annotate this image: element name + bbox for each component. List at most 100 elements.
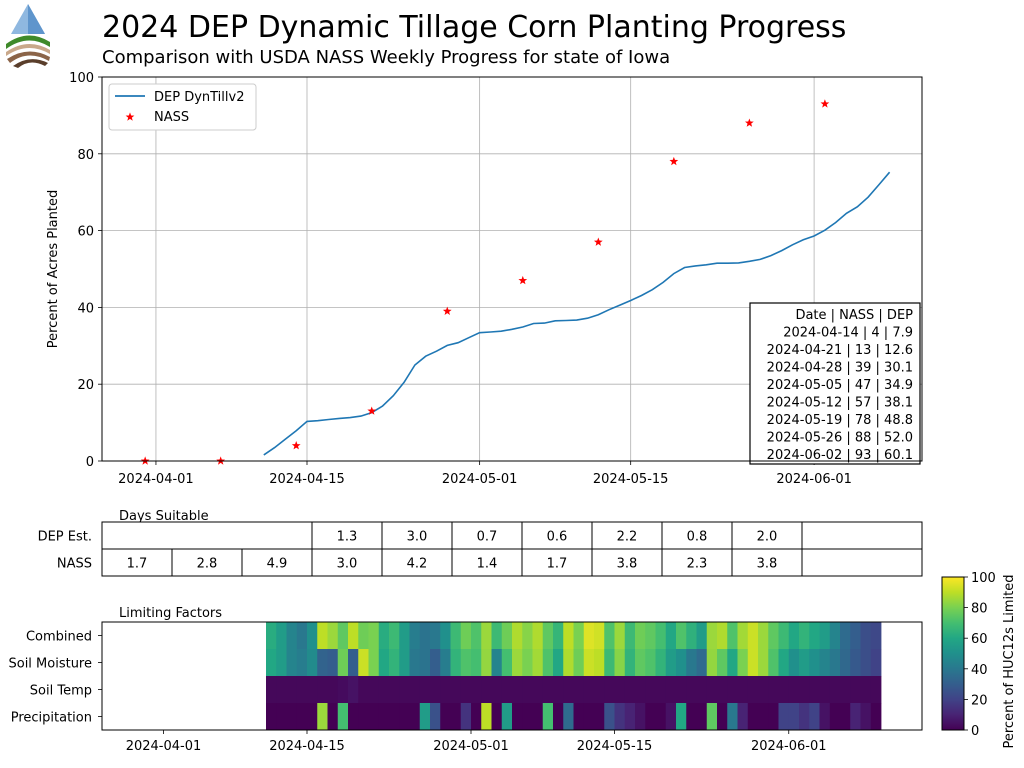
heatmap-cell — [696, 703, 708, 731]
heatmap-cell — [788, 676, 800, 704]
heatmap-cell — [686, 676, 697, 704]
comparison-table-row: 2024-05-05 | 47 | 34.9 — [767, 378, 913, 393]
heatmap-cell — [409, 622, 421, 650]
nass-point — [820, 99, 830, 108]
heatmap-cell — [522, 649, 533, 677]
series-line-dep — [263, 171, 891, 456]
heatmap-cell — [286, 676, 298, 704]
heatmap-cell — [307, 703, 318, 731]
nass-point — [518, 275, 528, 285]
heatmap-cell — [266, 676, 277, 704]
heatmap-cell — [778, 676, 790, 704]
heatmap-cell — [676, 676, 687, 704]
heatmap-cell — [286, 622, 298, 650]
days-suitable-cell: 3.8 — [757, 557, 778, 572]
heatmap-x-tick-label: 2024-06-01 — [751, 739, 827, 754]
days-suitable-title: Days Suitable — [119, 509, 209, 524]
heatmap-cell — [471, 703, 482, 731]
heatmap-cell — [419, 649, 431, 677]
heatmap-cell — [799, 649, 810, 677]
comparison-table-row: 2024-04-28 | 39 | 30.1 — [767, 361, 913, 376]
days-suitable-cell: 2.0 — [757, 530, 778, 545]
heatmap-cell — [378, 649, 390, 677]
heatmap-cell — [768, 622, 779, 650]
heatmap-cell — [348, 676, 359, 704]
heatmap-cell — [337, 649, 349, 677]
heatmap-cell — [645, 703, 656, 731]
heatmap-cell — [850, 649, 861, 677]
heatmap-cell — [389, 622, 400, 650]
y-tick-label: 100 — [69, 71, 94, 86]
heatmap-cell — [614, 676, 626, 704]
heatmap-cell — [604, 703, 615, 731]
heatmap-cell — [409, 676, 421, 704]
heatmap-cell — [706, 649, 718, 677]
x-tick-label: 2024-04-01 — [118, 472, 194, 487]
heatmap-cell — [829, 649, 841, 677]
heatmap-cell — [655, 622, 667, 650]
heatmap-cell — [501, 676, 513, 704]
heatmap-cell — [819, 703, 831, 731]
heatmap-cell — [819, 676, 831, 704]
heatmap-cell — [491, 676, 503, 704]
heatmap-cell — [389, 703, 400, 731]
heatmap-cell — [542, 703, 554, 731]
heatmap-cell — [399, 676, 410, 704]
heatmap-cell — [399, 649, 410, 677]
heatmap-cell — [737, 676, 749, 704]
heatmap-cell — [573, 676, 585, 704]
heatmap-cell — [624, 676, 636, 704]
heatmap-cell — [727, 676, 738, 704]
plot-frame — [101, 76, 923, 462]
heatmap-cell — [604, 649, 615, 677]
heatmap-cell — [747, 676, 759, 704]
heatmap-cell — [276, 703, 287, 731]
heatmap-cell — [860, 649, 872, 677]
heatmap-cell — [471, 676, 482, 704]
heatmap-cell — [491, 703, 503, 731]
days-suitable-cell: 3.8 — [617, 557, 638, 572]
heatmap-cell — [430, 676, 441, 704]
heatmap-cell — [635, 676, 646, 704]
heatmap-cell — [440, 676, 451, 704]
page-subtitle: Comparison with USDA NASS Weekly Progres… — [102, 47, 671, 68]
heatmap-cell — [635, 649, 646, 677]
heatmap-cell — [696, 649, 708, 677]
heatmap-cell — [788, 703, 800, 731]
heatmap-cell — [471, 649, 482, 677]
heatmap-cell — [758, 703, 769, 731]
heatmap-cell — [583, 622, 595, 650]
heatmap-cell — [532, 649, 544, 677]
heatmap-cell — [460, 703, 472, 731]
heatmap-cell — [348, 649, 359, 677]
colorbar-tick-label: 0 — [971, 724, 979, 739]
heatmap-cell — [635, 703, 646, 731]
heatmap-cell — [419, 676, 431, 704]
heatmap-cell — [378, 622, 390, 650]
heatmap-cell — [747, 622, 759, 650]
heatmap-cell — [378, 676, 390, 704]
heatmap-cell — [286, 649, 298, 677]
heatmap-cell — [471, 622, 482, 650]
heatmap-cell — [870, 676, 882, 704]
heatmap-cell — [624, 703, 636, 731]
heatmap-cell — [655, 649, 667, 677]
dep-logo-icon — [6, 4, 50, 68]
heatmap-cell — [327, 676, 339, 704]
nass-point — [593, 237, 603, 246]
nass-point — [442, 306, 452, 315]
heatmap-cell — [296, 622, 308, 650]
heatmap-cell — [266, 622, 277, 650]
heatmap-cell — [501, 622, 513, 650]
heatmap-cell — [717, 676, 728, 704]
heatmap-cell — [676, 649, 687, 677]
heatmap-cell — [481, 676, 492, 704]
heatmap-cell — [758, 622, 769, 650]
heatmap-cell — [368, 649, 380, 677]
heatmap-cell — [645, 649, 656, 677]
colorbar-label: Percent of HUC12s Limited — [1002, 574, 1017, 748]
heatmap-cell — [799, 676, 810, 704]
days-suitable-cell: 1.7 — [547, 557, 568, 572]
heatmap-cell — [594, 622, 605, 650]
